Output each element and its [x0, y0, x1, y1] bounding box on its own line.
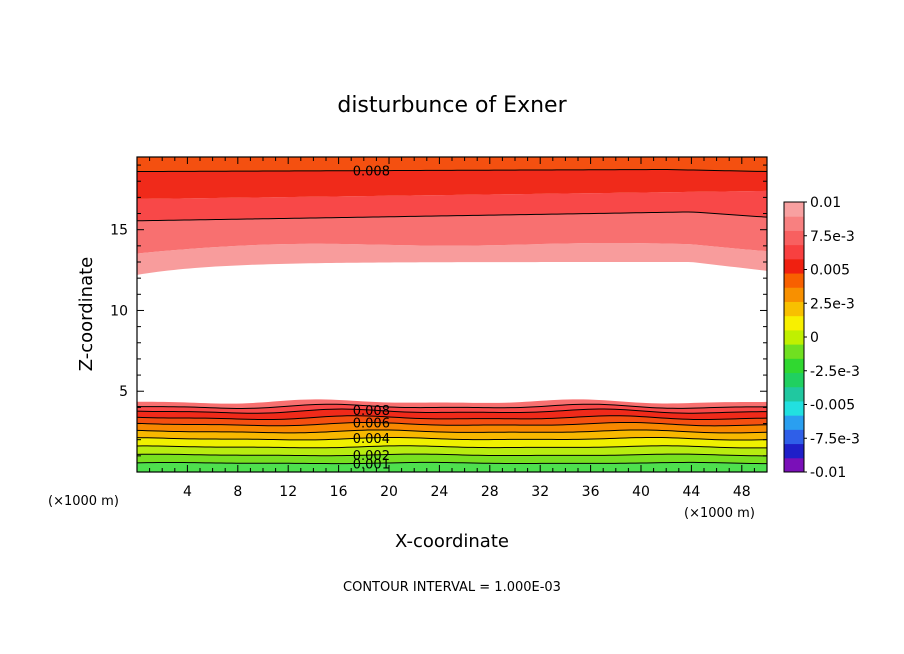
colorbar-swatch: [784, 386, 804, 402]
y-tick-label: 10: [110, 303, 128, 319]
contour-line: [137, 436, 767, 441]
colorbar-swatch: [784, 429, 804, 445]
x-unit-left: (×1000 m): [48, 494, 119, 509]
colorbar-swatch: [784, 344, 804, 359]
contour-band: [137, 157, 767, 172]
contour-line: [137, 445, 767, 449]
colorbar-label: -0.005: [810, 398, 855, 414]
contour-band: [137, 445, 767, 456]
colorbar-swatch: [784, 372, 804, 388]
contour-band: [137, 415, 767, 426]
contour-label: 0.004: [353, 432, 390, 447]
contour-line: [137, 408, 767, 414]
colorbar-label: -2.5e-3: [810, 364, 860, 380]
colorbar: 0.01 7.5e-3 0.005 2.5e-3 0 -2.5e-3 -0.005 -7.5e…: [783, 195, 860, 481]
contour-label: 0.002: [353, 449, 390, 464]
x-tick-label: 28: [481, 484, 499, 500]
contour-line: [137, 403, 767, 409]
colorbar-label: 0.005: [810, 263, 850, 279]
colorbar-swatch: [784, 273, 804, 288]
x-tick-label: 4: [183, 484, 192, 500]
colorbar-swatch: [784, 202, 804, 217]
colorbar-swatch: [784, 216, 804, 231]
colorbar-label: 7.5e-3: [810, 229, 855, 245]
contour-line: [137, 429, 767, 434]
contour-label: 0.006: [353, 416, 390, 431]
colorbar-label: -0.01: [810, 465, 846, 481]
x-axis-label: X-coordinate: [395, 531, 509, 552]
contour-label: 0.001: [353, 457, 390, 472]
colorbar-swatch: [784, 329, 804, 345]
contour-line: [137, 169, 767, 173]
contour-band: [137, 404, 767, 414]
x-tick-label: 40: [632, 484, 650, 500]
contour-band: [137, 169, 767, 199]
y-axis-label: Z-coordinate: [76, 257, 97, 372]
y-tick-label: 15: [110, 223, 128, 239]
colorbar-label: 2.5e-3: [810, 296, 855, 312]
colorbar-swatch: [784, 230, 804, 246]
colorbar-swatch: [784, 400, 804, 416]
contour-fills: [137, 157, 767, 472]
contour-line: [137, 211, 767, 222]
contour-line: [137, 421, 767, 427]
x-unit-right: (×1000 m): [684, 506, 755, 521]
x-tick-label: 32: [531, 484, 549, 500]
colorbar-label: -7.5e-3: [810, 431, 860, 447]
contour-band: [137, 429, 767, 441]
colorbar-swatch: [784, 443, 804, 459]
colorbar-swatch: [784, 358, 804, 374]
colorbar-swatch: [784, 258, 804, 274]
contour-interval-footer: CONTOUR INTERVAL = 1.000E-03: [343, 580, 561, 595]
colorbar-swatch: [784, 287, 804, 302]
x-tick-label: 12: [279, 484, 297, 500]
x-tick-label: 20: [380, 484, 398, 500]
contour-line: [137, 415, 767, 421]
contour-band: [137, 242, 767, 275]
x-tick-label: 16: [330, 484, 348, 500]
x-tick-label: 48: [733, 484, 751, 500]
colorbar-swatch: [784, 244, 804, 260]
x-tick-label: 8: [233, 484, 242, 500]
chart-title: disturbunce of Exner: [337, 93, 567, 118]
x-tick-label: 24: [430, 484, 448, 500]
colorbar-swatch: [784, 301, 804, 317]
contour-band: [137, 190, 767, 221]
y-tick-label: 5: [119, 384, 128, 400]
colorbar-swatch: [784, 457, 804, 473]
contour-band: [137, 211, 767, 254]
contour-line: [137, 461, 767, 465]
colorbar-swatch: [784, 415, 804, 430]
contour-label: 0.008: [353, 404, 390, 419]
x-tick-label: 36: [582, 484, 600, 500]
contour-label: 0.008: [353, 165, 390, 180]
contour-band: [137, 454, 767, 464]
contour-band: [137, 399, 767, 409]
x-tick-label: 44: [682, 484, 700, 500]
contour-lines: [137, 169, 767, 465]
contour-line: [137, 453, 767, 457]
colorbar-swatch: [784, 315, 804, 331]
colorbar-label: 0: [810, 330, 819, 346]
contour-band: [137, 462, 767, 472]
colorbar-label: 0.01: [810, 195, 841, 211]
